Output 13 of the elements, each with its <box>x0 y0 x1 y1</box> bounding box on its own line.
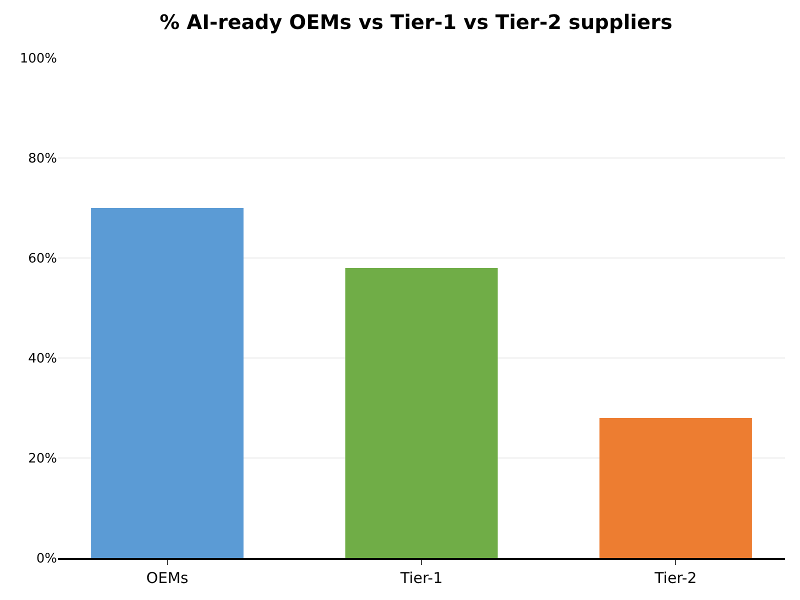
y-tick-label: 80% <box>28 152 57 167</box>
bar <box>599 418 752 558</box>
x-tick-label: OEMs <box>146 568 189 587</box>
y-tick-label: 60% <box>28 252 57 267</box>
x-tick-label: Tier-1 <box>399 568 443 587</box>
bar <box>91 208 244 558</box>
x-tick-label: Tier-2 <box>654 568 697 587</box>
y-tick-label: 20% <box>28 452 57 467</box>
y-tick-label: 40% <box>28 352 57 367</box>
bar <box>345 268 498 558</box>
chart-title: % AI-ready OEMs vs Tier-1 vs Tier-2 suppliers <box>160 10 672 34</box>
y-tick-label: 100% <box>20 52 57 67</box>
y-tick-label: 0% <box>36 552 57 567</box>
